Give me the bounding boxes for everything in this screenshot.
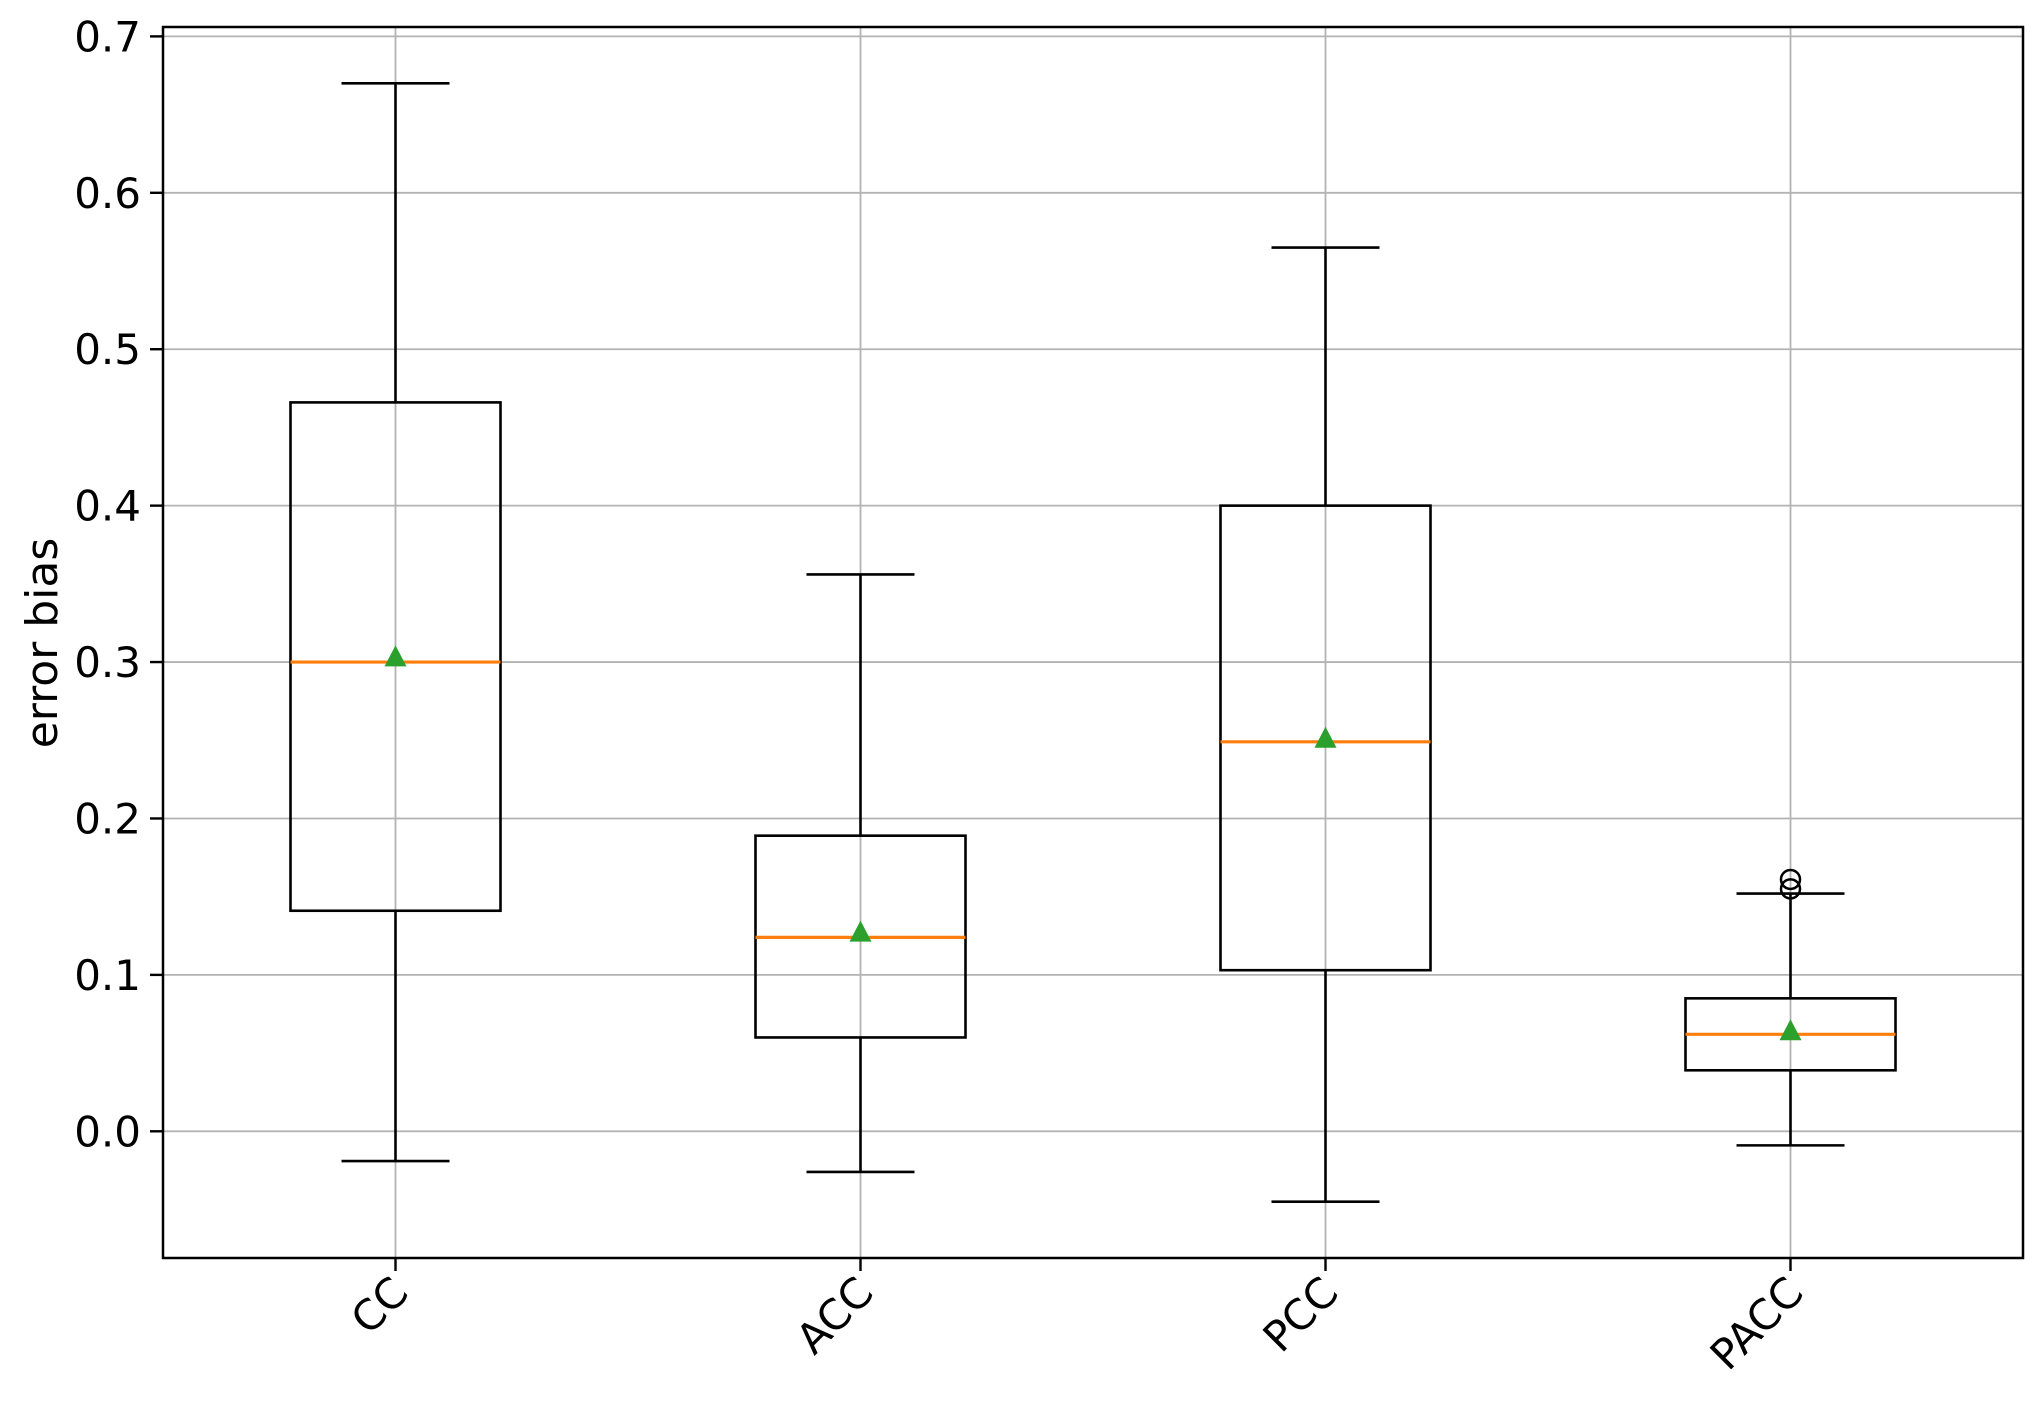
pcc-mean-marker — [1314, 726, 1337, 748]
acc-mean-marker — [849, 920, 872, 942]
y-tick-label-0.5: 0.5 — [74, 325, 141, 374]
y-tick-label-0.1: 0.1 — [74, 951, 141, 1000]
x-tick-label-acc: ACC — [787, 1267, 883, 1363]
y-tick-label-0.0: 0.0 — [74, 1107, 141, 1156]
y-tick-label-0.3: 0.3 — [74, 638, 141, 687]
pacc-outlier-0 — [1779, 878, 1802, 900]
pcc-box — [1219, 504, 1432, 972]
y-axis-label: error bias — [17, 538, 68, 749]
pacc-outlier-1 — [1779, 868, 1802, 891]
y-tick-label-0.6: 0.6 — [74, 169, 141, 218]
pacc-mean-marker — [1779, 1019, 1802, 1041]
cc-mean-marker — [384, 645, 407, 667]
y-tick-label-0.4: 0.4 — [74, 482, 141, 531]
axes-spines — [161, 25, 2025, 1260]
y-tick-label-0.2: 0.2 — [74, 794, 141, 843]
y-tick-label-0.7: 0.7 — [74, 12, 141, 61]
x-tick-label-cc: CC — [341, 1267, 417, 1343]
cc-box — [289, 401, 502, 913]
x-tick-label-pacc: PACC — [1701, 1267, 1813, 1379]
x-tick-label-pcc: PCC — [1254, 1267, 1348, 1361]
